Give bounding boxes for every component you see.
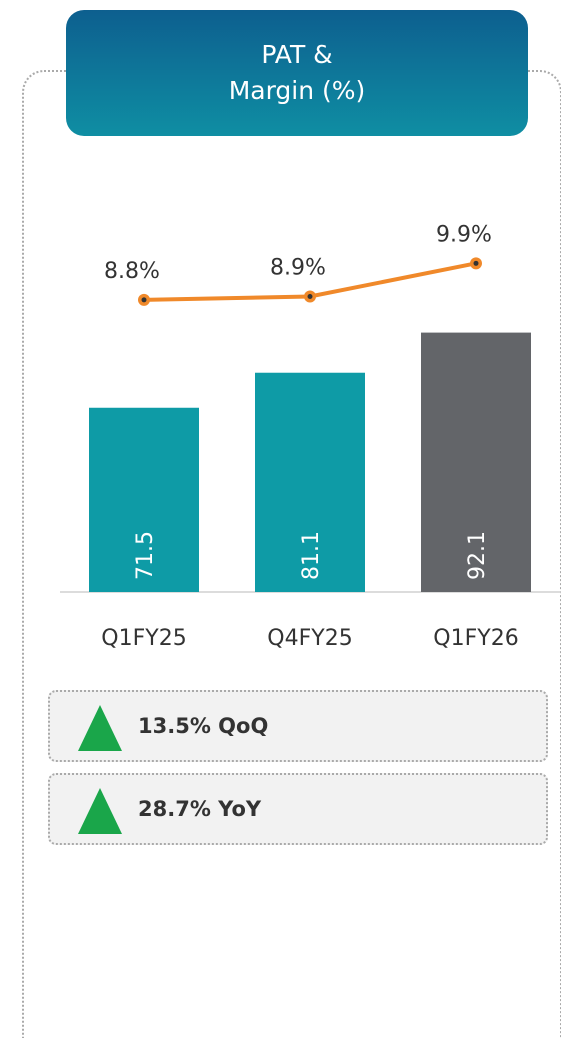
bar-value-label: 92.1 [465, 531, 490, 580]
margin-value-label: 9.9% [436, 222, 492, 247]
up-arrow [78, 788, 122, 834]
x-tick-label: Q4FY25 [267, 626, 352, 651]
margin-point-center [473, 260, 479, 266]
margin-value-label: 8.9% [270, 256, 326, 281]
bar [89, 407, 199, 592]
x-tick-label: Q1FY25 [101, 626, 186, 651]
margin-value-label: 8.8% [104, 259, 160, 284]
bar [421, 332, 531, 592]
bar-value-label: 71.5 [133, 531, 158, 580]
chart: Q1FY25 Q4FY25 Q1FY26 71.5 81.1 92.1 8.8% 8.9% 9.… [60, 222, 561, 651]
growth-badge: 13.5% QoQ [48, 690, 548, 762]
up-arrow [78, 705, 122, 751]
badge-text: 13.5% QoQ [138, 714, 269, 738]
x-tick-label: Q1FY26 [433, 626, 518, 651]
growth-badge: 28.7% YoY [48, 773, 548, 845]
chart-title: PAT & Margin (%) [228, 40, 366, 105]
margin-point-center [307, 294, 313, 300]
bar [255, 372, 365, 592]
badge-text: 28.7% YoY [138, 797, 262, 821]
title-box: PAT & Margin (%) [66, 10, 528, 136]
bar-value-label: 81.1 [299, 531, 324, 580]
margin-point-center [141, 297, 147, 303]
